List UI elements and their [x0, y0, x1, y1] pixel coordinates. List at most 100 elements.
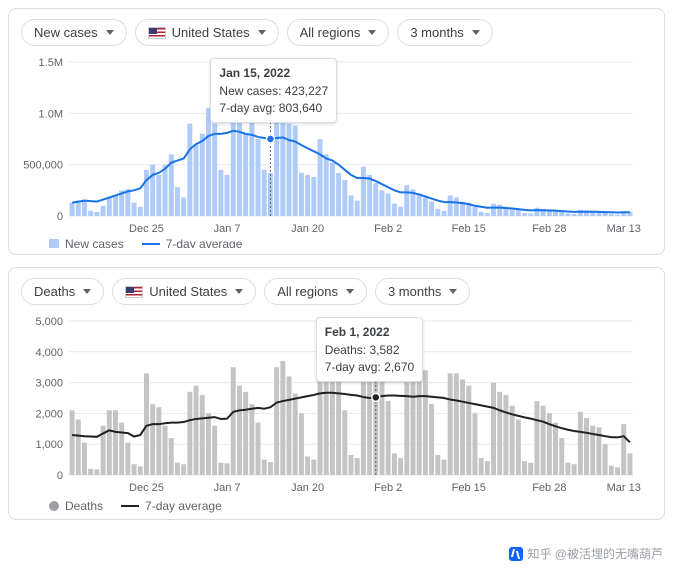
- filter-pill[interactable]: Deaths: [21, 278, 104, 305]
- bar[interactable]: [497, 205, 502, 216]
- bar[interactable]: [609, 214, 614, 216]
- bar[interactable]: [138, 466, 143, 475]
- bar[interactable]: [615, 214, 620, 216]
- bar[interactable]: [373, 183, 378, 216]
- bar[interactable]: [256, 139, 261, 216]
- bar[interactable]: [497, 392, 502, 475]
- chart-area[interactable]: 01,0002,0003,0004,0005,000Dec 25Jan 7Jan…: [21, 315, 652, 495]
- bar[interactable]: [386, 401, 391, 475]
- bar[interactable]: [559, 212, 564, 216]
- bar[interactable]: [472, 207, 477, 216]
- bar[interactable]: [107, 410, 112, 475]
- bar[interactable]: [435, 209, 440, 216]
- bar[interactable]: [460, 380, 465, 475]
- bar[interactable]: [435, 455, 440, 475]
- bar[interactable]: [200, 134, 205, 216]
- filter-pill[interactable]: New cases: [21, 19, 127, 46]
- bar[interactable]: [200, 395, 205, 475]
- bar[interactable]: [324, 154, 329, 216]
- bar[interactable]: [113, 195, 118, 216]
- bar[interactable]: [479, 212, 484, 216]
- bar[interactable]: [398, 207, 403, 216]
- bar[interactable]: [336, 376, 341, 475]
- bar[interactable]: [318, 361, 323, 475]
- bar[interactable]: [82, 200, 87, 216]
- bar[interactable]: [528, 463, 533, 475]
- bar[interactable]: [225, 175, 230, 216]
- bar[interactable]: [454, 373, 459, 475]
- bar[interactable]: [472, 413, 477, 475]
- bar[interactable]: [392, 204, 397, 216]
- bar[interactable]: [212, 124, 217, 216]
- bar[interactable]: [274, 367, 279, 475]
- bar[interactable]: [417, 193, 422, 216]
- bar[interactable]: [528, 213, 533, 216]
- bar[interactable]: [144, 373, 149, 475]
- bar[interactable]: [243, 392, 248, 475]
- chart-area[interactable]: 0500,0001.0M1.5MDec 25Jan 7Jan 20Feb 2Fe…: [21, 56, 652, 236]
- bar[interactable]: [299, 413, 304, 475]
- bar[interactable]: [565, 463, 570, 475]
- filter-pill[interactable]: 3 months: [375, 278, 470, 305]
- bar[interactable]: [361, 167, 366, 216]
- bar[interactable]: [249, 108, 254, 216]
- filter-pill[interactable]: All regions: [287, 19, 390, 46]
- bar[interactable]: [237, 386, 242, 475]
- bar[interactable]: [280, 361, 285, 475]
- bar[interactable]: [342, 410, 347, 475]
- bar[interactable]: [311, 177, 316, 216]
- bar[interactable]: [187, 392, 192, 475]
- bar[interactable]: [88, 211, 93, 216]
- bar[interactable]: [330, 163, 335, 216]
- bar[interactable]: [615, 467, 620, 475]
- bar[interactable]: [627, 453, 632, 475]
- bar[interactable]: [163, 426, 168, 475]
- bar[interactable]: [212, 426, 217, 475]
- bar[interactable]: [156, 407, 161, 475]
- bar[interactable]: [510, 406, 515, 475]
- bar[interactable]: [299, 173, 304, 216]
- bar[interactable]: [429, 404, 434, 475]
- bar[interactable]: [280, 108, 285, 216]
- bar[interactable]: [584, 418, 589, 475]
- bar[interactable]: [144, 170, 149, 216]
- bar[interactable]: [293, 126, 298, 216]
- bar[interactable]: [218, 170, 223, 216]
- bar[interactable]: [101, 206, 106, 216]
- bar[interactable]: [349, 195, 354, 216]
- bar[interactable]: [448, 195, 453, 216]
- bar[interactable]: [342, 180, 347, 216]
- bar[interactable]: [218, 463, 223, 475]
- bar[interactable]: [336, 173, 341, 216]
- bar[interactable]: [423, 370, 428, 475]
- bar[interactable]: [194, 386, 199, 475]
- bar[interactable]: [256, 423, 261, 475]
- bar[interactable]: [559, 438, 564, 475]
- bar[interactable]: [287, 376, 292, 475]
- bar[interactable]: [491, 383, 496, 475]
- bar[interactable]: [70, 410, 75, 475]
- bar[interactable]: [522, 213, 527, 216]
- bar[interactable]: [305, 175, 310, 216]
- bar[interactable]: [516, 420, 521, 475]
- bar[interactable]: [163, 165, 168, 216]
- bar[interactable]: [169, 438, 174, 475]
- bar[interactable]: [404, 364, 409, 475]
- bar[interactable]: [386, 193, 391, 216]
- bar[interactable]: [404, 185, 409, 216]
- bar[interactable]: [392, 453, 397, 475]
- bar[interactable]: [429, 202, 434, 216]
- bar[interactable]: [578, 412, 583, 475]
- bar[interactable]: [249, 404, 254, 475]
- bar[interactable]: [293, 393, 298, 475]
- bar[interactable]: [187, 124, 192, 216]
- bar[interactable]: [324, 355, 329, 475]
- bar[interactable]: [274, 103, 279, 216]
- bar[interactable]: [423, 198, 428, 216]
- bar[interactable]: [553, 423, 558, 475]
- bar[interactable]: [305, 457, 310, 475]
- bar[interactable]: [94, 469, 99, 475]
- bar[interactable]: [231, 367, 236, 475]
- bar[interactable]: [94, 212, 99, 216]
- bar[interactable]: [454, 198, 459, 216]
